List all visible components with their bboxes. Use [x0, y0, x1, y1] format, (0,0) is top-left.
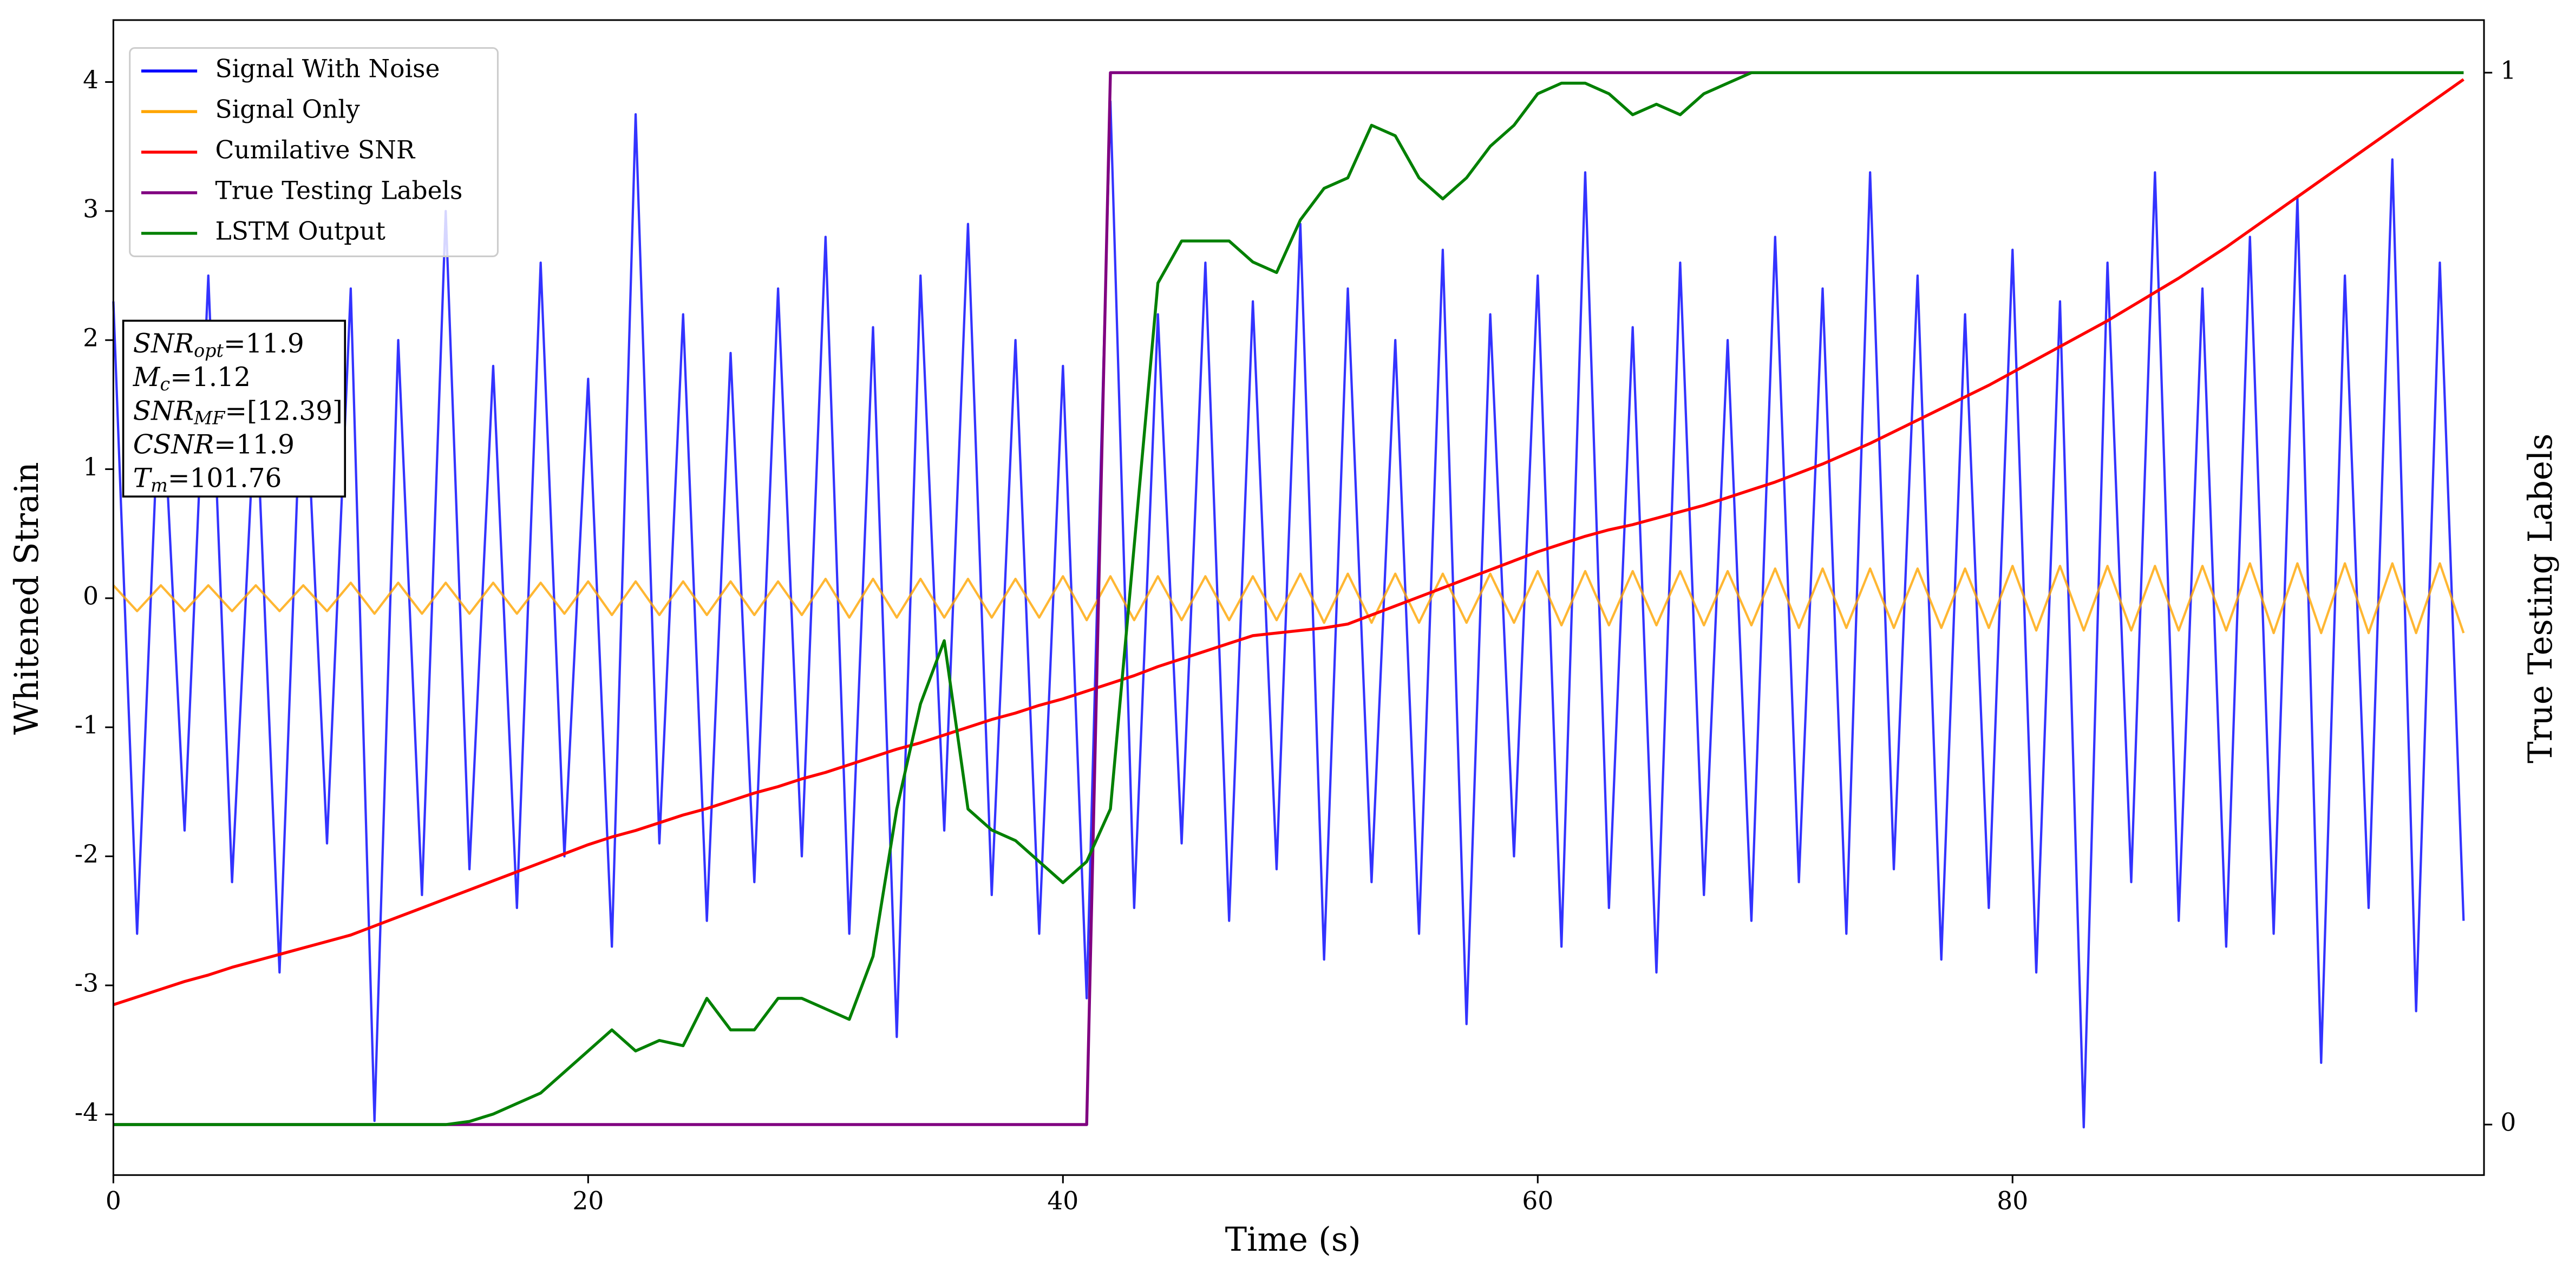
series-line [113, 71, 2464, 1126]
legend: Signal With Noise Signal Only Cumilative S… [129, 47, 499, 257]
y-tick-label: -3 [75, 969, 99, 997]
y-tick-label: -2 [75, 840, 99, 868]
y-tick-label: 4 [83, 66, 99, 94]
y-tick-label: 1 [83, 453, 99, 481]
legend-label: Signal With Noise [215, 55, 440, 83]
annotation-value: =11.9 [214, 429, 295, 460]
y-axis-label: Whitened Strain [8, 462, 46, 735]
annotation-line: SNRopt=11.9 [133, 328, 304, 361]
legend-label: Cumilative SNR [215, 136, 416, 165]
x-tick-label: 80 [1997, 1186, 2028, 1215]
x-tick-label: 20 [572, 1186, 604, 1215]
y-tick-label: -4 [75, 1098, 99, 1127]
x-tick-label: 40 [1047, 1186, 1078, 1215]
annotation-line: SNRMF=[12.39] [133, 396, 343, 429]
series-line [112, 562, 2465, 635]
x-tick-label: 60 [1522, 1186, 1553, 1215]
series-line [113, 78, 2464, 1007]
legend-label: Signal Only [215, 95, 360, 124]
annotation-line: Mc=1.12 [133, 362, 251, 395]
y2-axis-label: True Testing Labels [2522, 434, 2560, 763]
x-axis-label: Time (s) [1225, 1221, 1361, 1259]
annotation-value: =11.9 [224, 328, 304, 358]
legend-box [129, 47, 499, 257]
legend-label: LSTM Output [215, 217, 385, 245]
annotation-symbol: M [133, 362, 161, 393]
annotation-subscript: m [151, 475, 168, 496]
annotation-line: Tm=101.76 [133, 463, 282, 496]
annotation-symbol: T [133, 463, 153, 493]
y-tick-label: 3 [83, 194, 99, 223]
legend-label: True Testing Labels [215, 176, 463, 205]
annotation-subscript: opt [194, 340, 224, 361]
annotation-box: SNRopt=11.9Mc=1.12SNRMF=[12.39]CSNR=11.9… [122, 319, 346, 498]
annotation-symbol: SNR [133, 328, 194, 358]
annotation-value: =[12.39] [225, 396, 343, 426]
annotation-value: =1.12 [170, 362, 251, 393]
annotation-symbol: CSNR [133, 429, 214, 460]
annotation-frame [122, 319, 346, 498]
y-tick-label: -1 [75, 711, 99, 740]
annotation-value: =101.76 [168, 463, 282, 493]
plot-area [112, 71, 2465, 1129]
series-line [112, 100, 2465, 1129]
annotation-subscript: MF [193, 407, 226, 428]
y2-tick-label: 1 [2500, 56, 2516, 85]
y-tick-label: 2 [83, 324, 99, 352]
annotation-subscript: c [160, 374, 171, 395]
annotation-line: CSNR=11.9 [133, 429, 295, 460]
x-tick-label: 0 [106, 1186, 121, 1215]
y-tick-label: 0 [83, 582, 99, 610]
y2-tick-label: 0 [2500, 1108, 2516, 1137]
annotation-symbol: SNR [133, 396, 194, 426]
